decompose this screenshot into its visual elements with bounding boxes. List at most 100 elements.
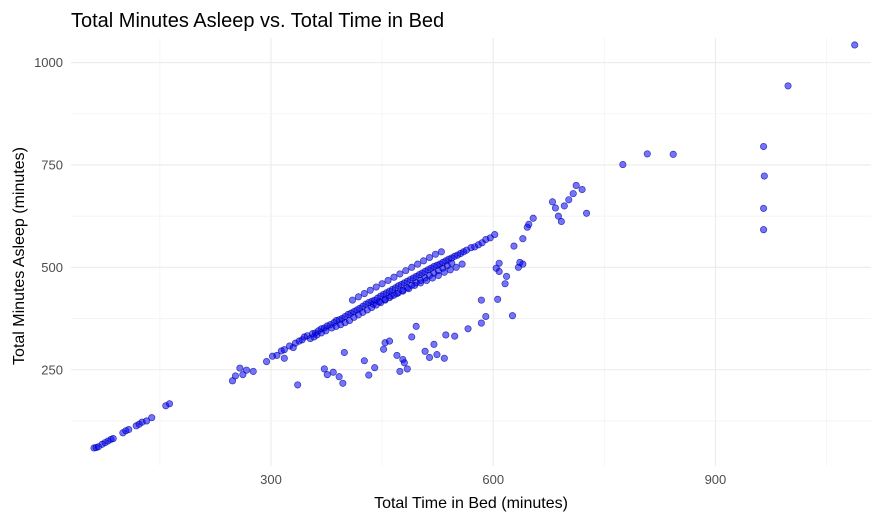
y-tick-label: 250 (41, 362, 63, 377)
data-point (548, 198, 557, 206)
data-point (371, 364, 379, 372)
data-point (405, 285, 413, 293)
data-point (583, 209, 591, 217)
data-point (431, 250, 439, 258)
data-point (381, 295, 389, 303)
data-point (412, 322, 420, 330)
data-point (434, 272, 442, 280)
data-point (529, 214, 537, 222)
data-point (339, 379, 347, 387)
data-point (385, 337, 394, 345)
data-point (510, 242, 518, 250)
data-point (557, 217, 565, 226)
data-point (323, 371, 331, 379)
data-point (851, 41, 859, 49)
y-tick-label: 500 (41, 260, 63, 275)
data-point (560, 202, 568, 210)
data-point (428, 274, 437, 282)
data-point (760, 172, 768, 180)
data-point (784, 82, 792, 90)
data-point (423, 276, 431, 285)
data-point (482, 312, 490, 321)
data-point (243, 366, 251, 374)
data-point (516, 258, 524, 266)
data-point (420, 257, 428, 265)
data-point (375, 298, 383, 306)
data-point (458, 260, 466, 268)
data-point (425, 353, 434, 362)
x-tick-label: 600 (482, 472, 504, 487)
data-point (384, 276, 392, 285)
data-point (369, 300, 377, 308)
tick-labels: 300 600 900 250 500 750 1000 (34, 55, 726, 487)
data-point (643, 150, 651, 158)
data-point (433, 351, 441, 359)
data-point (442, 331, 450, 339)
data-point (393, 351, 401, 359)
data-point (448, 259, 456, 267)
data-point (165, 400, 174, 408)
data-point (417, 279, 425, 287)
data-point (322, 327, 330, 335)
data-point (387, 292, 395, 300)
data-point (477, 319, 485, 327)
data-point (491, 231, 499, 239)
y-tick-label: 750 (41, 157, 63, 172)
data-point (421, 347, 429, 355)
data-point (411, 281, 419, 289)
data-point (669, 150, 677, 158)
chart-title: Total Minutes Asleep vs. Total Time in B… (71, 10, 444, 32)
data-point (125, 425, 133, 434)
data-point (519, 235, 527, 243)
data-point (335, 373, 343, 381)
data-point (393, 290, 401, 298)
data-point (403, 365, 411, 373)
data-point (414, 260, 422, 268)
data-point (360, 290, 368, 298)
data-point (495, 259, 503, 267)
data-point (440, 354, 448, 362)
data-point (372, 283, 380, 291)
data-point (273, 351, 281, 359)
data-point (366, 286, 374, 294)
data-point (399, 287, 407, 295)
data-point (437, 248, 445, 256)
data-point (501, 280, 509, 288)
data-point (390, 273, 398, 281)
y-axis-title: Total Minutes Asleep (minutes) (11, 147, 28, 365)
data-point (280, 346, 288, 354)
data-point (294, 381, 302, 389)
data-point (400, 359, 408, 367)
data-point (440, 268, 448, 276)
data-point (551, 204, 559, 212)
data-points (90, 41, 859, 452)
data-point (452, 263, 460, 271)
data-point (378, 280, 386, 288)
data-point (263, 358, 271, 366)
data-point (760, 226, 768, 234)
data-point (572, 181, 580, 189)
x-tick-label: 900 (705, 472, 727, 487)
y-tick-label: 1000 (34, 55, 63, 70)
data-point (329, 368, 337, 376)
data-point (348, 296, 357, 304)
x-tick-label: 300 (260, 472, 282, 487)
data-point (354, 293, 362, 301)
data-point (380, 345, 388, 353)
data-point (477, 296, 485, 304)
x-axis-title: Total Time in Bed (minutes) (374, 495, 568, 512)
data-point (396, 367, 404, 375)
data-point (565, 196, 573, 204)
data-point (402, 267, 410, 275)
data-point (408, 263, 416, 271)
data-point (231, 372, 239, 380)
data-point (508, 312, 517, 320)
data-point (760, 142, 768, 151)
data-point (425, 253, 434, 262)
data-point (280, 354, 288, 362)
data-point (360, 357, 368, 365)
data-point (430, 340, 438, 348)
data-point (619, 161, 627, 169)
